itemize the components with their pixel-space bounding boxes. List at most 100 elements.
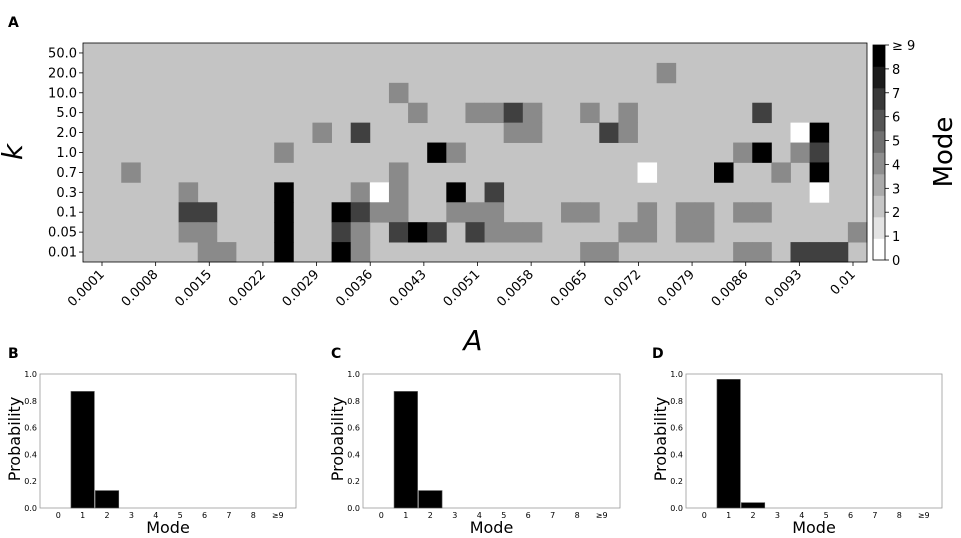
x-tick-label: 0.0001 [65, 267, 108, 310]
x-tick-label: 4 [799, 511, 804, 520]
heatmap-cell [427, 142, 447, 163]
y-tick-label: 0.2 [670, 477, 683, 486]
colorbar-tick-label: 2 [892, 206, 900, 221]
heatmap-cell [809, 142, 830, 163]
heatmap-cell [522, 122, 543, 143]
x-tick-label: 0.0079 [655, 267, 698, 310]
heatmap-cell [675, 202, 696, 223]
heatmap-cell [752, 202, 772, 223]
heatmap-cell [637, 222, 658, 243]
colorbar-segment [873, 66, 885, 89]
heatmap-cell [656, 62, 677, 84]
colorbar-segment [873, 195, 885, 218]
heatmap-cell [618, 122, 638, 143]
heatmap-cell [752, 142, 772, 163]
y-tick-label: 0.3 [56, 186, 77, 201]
heatmap-cell [503, 222, 524, 243]
heatmap-cell [197, 222, 218, 243]
colorbar-segment [873, 238, 885, 261]
colorbar-tick-label: 3 [892, 182, 900, 197]
colorbar-segment [873, 152, 885, 175]
x-tick-label: 0.01 [828, 267, 859, 298]
x-tick-label: 0.0043 [387, 267, 430, 310]
x-tick-label: 5 [501, 511, 506, 520]
heatmap-cell [580, 242, 600, 263]
heatmap-cell [274, 142, 294, 163]
heatmap-cell [369, 202, 390, 223]
colorbar-tick-label: 1 [892, 230, 900, 245]
x-tick-label: 4 [477, 511, 482, 520]
y-tick-label: 0.0 [670, 504, 683, 513]
heatmap-cell [580, 102, 600, 124]
colorbar-tick-label: 0 [892, 254, 900, 269]
y-tick-label: 0.05 [48, 226, 77, 241]
x-tick-label: ≥9 [272, 511, 284, 520]
y-tick-label: 2.0 [56, 126, 77, 141]
y-tick-label: 0.4 [24, 450, 37, 459]
x-tick-label: 8 [251, 511, 256, 520]
heatmap-cell [121, 162, 141, 183]
colorbar-tick-label: ≥ 9 [892, 39, 915, 54]
colorbar-frame [872, 44, 886, 261]
x-tick-label: 0.0015 [172, 267, 215, 310]
x-tick-label: 5 [824, 511, 829, 520]
y-tick-label: 0.4 [347, 450, 360, 459]
heatmap-cell [331, 242, 352, 263]
heatmap-cell [446, 142, 466, 163]
heatmap-cell [178, 182, 199, 203]
x-tick-label: 6 [526, 511, 531, 520]
x-tick-label: 6 [848, 511, 853, 520]
colorbar-segment [873, 217, 885, 239]
heatmap-cell [331, 202, 352, 223]
colorbar-segment [873, 45, 885, 67]
x-axis-label: A [461, 324, 482, 357]
heatmap-cell [599, 242, 619, 263]
x-tick-label: 0.0008 [119, 267, 162, 310]
histogram-bar [741, 502, 766, 509]
heatmap-cell [388, 222, 409, 243]
heatmap-cell [561, 202, 581, 223]
heatmap-cell [809, 242, 830, 263]
x-tick-label: 0.0022 [226, 267, 269, 310]
x-tick-label: 2 [105, 511, 110, 520]
x-axis-label: Mode [792, 518, 836, 537]
y-tick-label: 50.0 [48, 46, 77, 61]
histogram-bar [95, 490, 120, 509]
heatmap-cell [503, 122, 524, 143]
x-tick-label: 1 [80, 511, 85, 520]
y-tick-label: 0.2 [24, 477, 37, 486]
y-tick-label: 0.6 [670, 424, 683, 433]
heatmap-cell [178, 202, 199, 223]
heatmap-cell [790, 242, 811, 263]
heatmap-cell [503, 102, 524, 124]
panel-label-b: B [8, 346, 19, 362]
heatmap-cell [618, 102, 638, 124]
y-axis-label: k [0, 142, 29, 160]
colorbar-tick-label: 5 [892, 135, 900, 150]
histogram-bar [393, 391, 418, 509]
y-tick-label: 0.1 [56, 206, 77, 221]
y-tick-label: 10.0 [48, 86, 77, 101]
heatmap-cell [388, 82, 409, 104]
x-tick-label: 0.0072 [601, 267, 644, 310]
heatmap-cell [197, 202, 218, 223]
y-tick-label: 5.0 [56, 106, 77, 121]
heatmap-cell [733, 242, 753, 263]
heatmap-cell [408, 222, 428, 243]
colorbar-segment [873, 174, 885, 196]
heatmap-cell [216, 242, 237, 263]
y-axis-label: Probability [328, 397, 347, 482]
heatmap-cell [331, 222, 352, 243]
heatmap-cell [637, 162, 658, 183]
colorbar-segment [873, 109, 885, 132]
heatmap-panel-a: 50.0 20.0 10.0 5.0 2.0 1.0 0.7 0.3 0.1 0.05 0.01 0.… [0, 42, 868, 357]
x-tick-label: ≥9 [596, 511, 608, 520]
heatmap-cell [828, 242, 849, 263]
x-tick-label: 8 [575, 511, 580, 520]
heatmap-cell [274, 222, 294, 243]
heatmap-cell [809, 162, 830, 183]
x-tick-label: 7 [550, 511, 555, 520]
colorbar-tick-label: 6 [892, 111, 900, 126]
x-tick-label: 2 [428, 511, 433, 520]
x-tick-label: 0.0029 [280, 267, 323, 310]
